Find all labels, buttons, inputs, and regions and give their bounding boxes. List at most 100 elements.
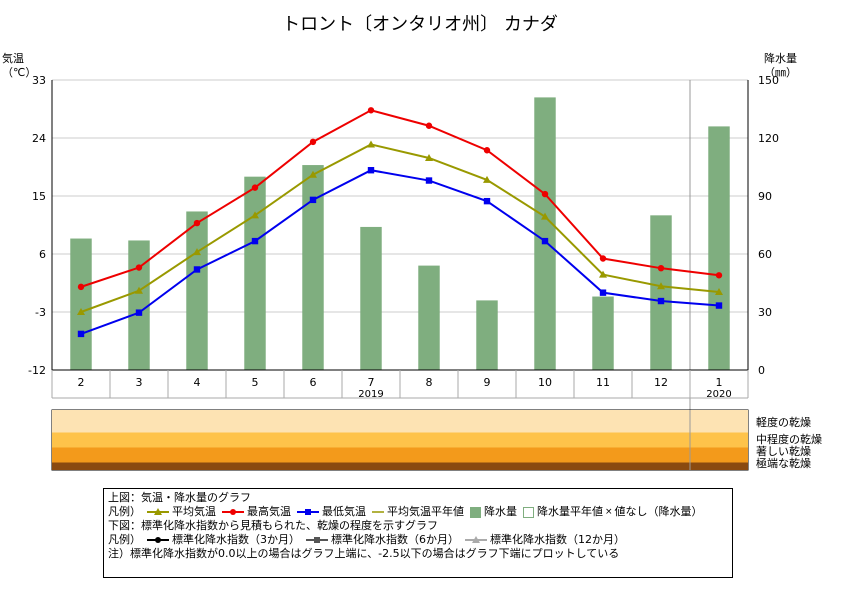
avg-temp-swatch-icon xyxy=(147,508,169,515)
precip-tick-label: 30 xyxy=(758,306,772,319)
x-tick-label: 9 xyxy=(484,376,491,389)
legend-line-lower-items: 凡例） 標準化降水指数（3か月） 標準化降水指数（6か月） 標準化降水指数（12… xyxy=(108,533,728,547)
precip-bar xyxy=(476,300,498,370)
temp-point xyxy=(425,177,433,184)
precip-tick-label: 0 xyxy=(758,364,765,377)
drought-band xyxy=(52,447,748,463)
drought-band xyxy=(52,410,748,433)
right-axis-label: 降水量 （㎜） xyxy=(764,51,797,79)
x-tick-label: 12 xyxy=(654,376,668,389)
temp-point xyxy=(425,122,433,129)
spi3-swatch-icon xyxy=(147,537,169,543)
precip-tick-label: 150 xyxy=(758,74,779,87)
max-temp-swatch-icon xyxy=(222,509,244,515)
right-axis-label-line1: 降水量 xyxy=(764,51,797,65)
precip-bar xyxy=(70,238,92,370)
temp-point xyxy=(657,282,665,290)
temp-point xyxy=(77,283,85,291)
temp-point xyxy=(251,211,259,219)
x-tick-label: 7 xyxy=(368,376,375,389)
year-label: 2020 xyxy=(706,389,731,400)
precip-tick-label: 90 xyxy=(758,190,772,203)
legend-precip: 降水量 xyxy=(484,505,517,518)
left-axis-label-line2: （℃） xyxy=(2,66,36,79)
plot-grid xyxy=(52,79,748,470)
temp-line xyxy=(80,169,720,335)
precip-bar xyxy=(244,176,266,370)
precip-bar xyxy=(708,126,730,371)
temp-point xyxy=(193,248,201,256)
legend-normal-temp: 平均気温平年値 xyxy=(387,505,464,518)
temp-point xyxy=(77,308,85,315)
spi6-swatch-icon xyxy=(306,537,328,543)
temp-point xyxy=(715,302,723,309)
temp-point xyxy=(309,170,317,178)
chart-title: トロント〔オンタリオ州〕 カナダ xyxy=(282,14,558,35)
temp-line xyxy=(80,109,720,288)
x-tick-label: 8 xyxy=(426,376,433,389)
drought-band-label: 著しい乾燥 xyxy=(756,444,811,458)
temp-point xyxy=(541,212,549,220)
temp-point xyxy=(309,196,317,204)
legend-line-upper-items: 凡例） 平均気温 最高気温 最低気温 平均気温平年値 降水量 降水量平年値 × … xyxy=(108,505,728,519)
left-axis-label: 気温 （℃） xyxy=(2,51,36,79)
temp-point xyxy=(541,237,549,245)
plot-axes: 33 150 24 120 15 90 6 60 -3 30 -12 0 2 3 4 5 6 7 8 9 10 11 12 1… xyxy=(28,74,779,400)
precip-tick-label: 120 xyxy=(758,132,779,145)
precip-bar xyxy=(650,215,672,370)
temp-point xyxy=(193,219,201,227)
legend-line-lower-title: 下図：標準化降水指数から見積もられた、乾燥の程度を示すグラフ xyxy=(108,519,728,533)
drought-band-label: 中程度の乾燥 xyxy=(756,432,822,446)
precip-bar xyxy=(360,226,382,370)
right-axis-label-line2: （㎜） xyxy=(764,66,797,79)
legend-max-temp: 最高気温 xyxy=(247,505,291,518)
temp-point xyxy=(135,264,143,271)
legend-note: 注）標準化降水指数が0.0以上の場合はグラフ上端に、-2.5以下の場合はグラフ下… xyxy=(108,547,620,560)
temp-point xyxy=(425,153,433,161)
drought-band-label: 極端な乾燥 xyxy=(756,456,811,470)
temp-point xyxy=(483,147,491,154)
temp-tick-label: 33 xyxy=(32,74,46,87)
legend-normal-precip: 降水量平年値 xyxy=(537,505,603,518)
temp-point xyxy=(541,190,549,198)
temp-point xyxy=(251,184,259,191)
drought-band-label: 軽度の乾燥 xyxy=(756,415,811,429)
normal-precip-swatch-icon xyxy=(523,506,534,518)
precip-bar xyxy=(128,240,150,370)
legend-avg-temp: 平均気温 xyxy=(172,505,216,518)
temp-point xyxy=(483,175,491,183)
precip-swatch-icon xyxy=(470,506,481,518)
temp-tick-label: 15 xyxy=(32,190,46,203)
x-tick-label: 10 xyxy=(538,376,552,389)
legend-spi6: 標準化降水指数（6か月） xyxy=(331,533,459,546)
temp-point xyxy=(599,289,607,296)
precip-bar xyxy=(186,211,208,370)
x-tick-label: 3 xyxy=(136,376,143,389)
legend-spi12: 標準化降水指数（12か月） xyxy=(490,533,625,546)
legend-prefix-1: 凡例） xyxy=(108,505,141,518)
temp-point xyxy=(367,167,375,174)
temp-tick-label: -12 xyxy=(28,364,46,377)
legend-line-note: 注）標準化降水指数が0.0以上の場合はグラフ上端に、-2.5以下の場合はグラフ下… xyxy=(108,547,728,561)
legend-na-symbol: × xyxy=(605,507,613,517)
legend-box: 上図：気温・降水量のグラフ 凡例） 平均気温 最高気温 最低気温 平均気温平年値… xyxy=(103,488,733,578)
x-tick-label: 6 xyxy=(310,376,317,389)
legend-min-temp: 最低気温 xyxy=(322,505,366,518)
x-tick-label: 2 xyxy=(78,376,85,389)
legend-upper-title: 上図：気温・降水量のグラフ xyxy=(108,491,251,504)
legend-lower-title: 下図：標準化降水指数から見積もられた、乾燥の程度を示すグラフ xyxy=(108,519,438,532)
temp-point xyxy=(309,138,317,146)
temp-point xyxy=(715,272,723,279)
spi12-swatch-icon xyxy=(465,536,487,543)
precip-tick-label: 60 xyxy=(758,248,772,261)
temp-point xyxy=(193,266,201,273)
x-tick-label: 5 xyxy=(252,376,259,389)
temp-tick-label: 24 xyxy=(32,132,46,145)
drought-band xyxy=(52,462,748,470)
legend-prefix-2: 凡例） xyxy=(108,533,141,546)
year-label: 2019 xyxy=(358,389,383,400)
precip-bar xyxy=(418,265,440,370)
precip-bars xyxy=(70,97,730,371)
temp-point xyxy=(367,140,375,148)
